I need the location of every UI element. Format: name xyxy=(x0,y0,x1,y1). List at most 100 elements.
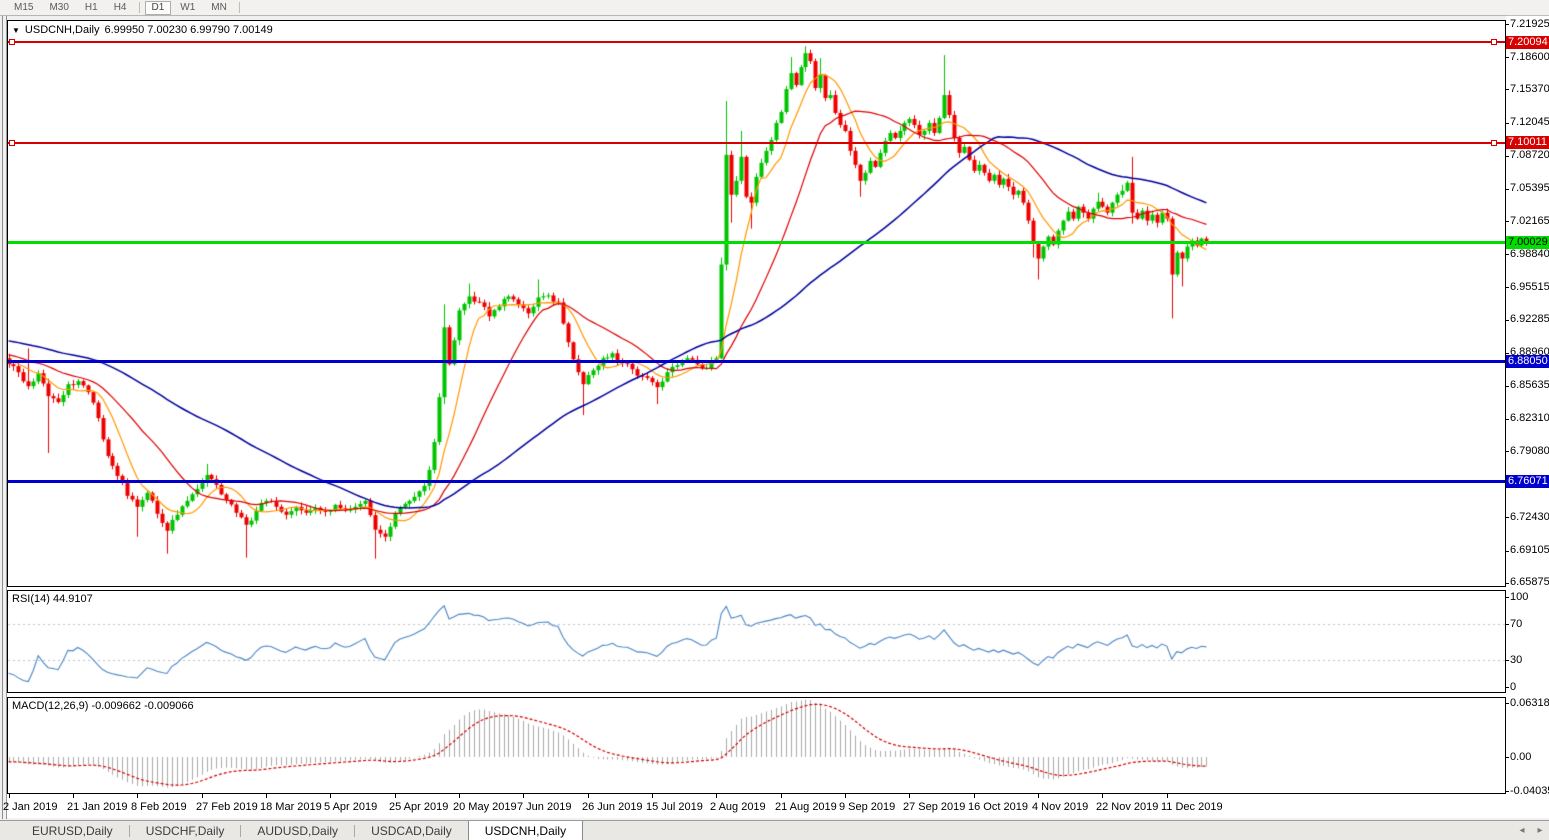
line-handle[interactable] xyxy=(1491,140,1497,146)
tab-separator xyxy=(240,824,242,837)
rsi-indicator-label: RSI(14) 44.9107 xyxy=(12,593,93,605)
tab-usdcnh-daily[interactable]: USDCNH,Daily xyxy=(467,821,584,840)
price-axis-label: 6.82310 xyxy=(1510,412,1549,424)
date-axis-tick xyxy=(1102,794,1103,798)
price-badge-resistance-line-1: 7.20094 xyxy=(1506,36,1549,49)
line-handle[interactable] xyxy=(9,140,15,146)
price-axis-tick xyxy=(1505,189,1509,190)
date-axis-label: 20 May 2019 xyxy=(453,801,517,813)
date-axis-tick xyxy=(330,794,331,798)
date-axis-tick xyxy=(523,794,524,798)
date-axis-tick xyxy=(459,794,460,798)
date-axis-label: 2 Jan 2019 xyxy=(3,801,58,813)
chart-ohlc-values: 6.99950 7.00230 6.99790 7.00149 xyxy=(104,24,273,36)
date-axis-label: 7 Jun 2019 xyxy=(517,801,572,813)
rsi-axis-label: 100 xyxy=(1510,591,1529,603)
tab-usdcad-daily[interactable]: USDCAD,Daily xyxy=(371,823,452,838)
price-axis-tick xyxy=(1505,221,1509,222)
date-axis-tick xyxy=(588,794,589,798)
line-handle[interactable] xyxy=(1491,39,1497,45)
macd-indicator-label: MACD(12,26,9) -0.009662 -0.009066 xyxy=(12,700,194,712)
date-axis-label: 15 Jul 2019 xyxy=(646,801,703,813)
date-axis-tick xyxy=(73,794,74,798)
chart-tab-bar: EURUSD,Daily USDCHF,Daily AUDUSD,Daily U… xyxy=(0,820,1549,840)
price-axis-tick xyxy=(1505,583,1509,584)
date-axis-label: 26 Jun 2019 xyxy=(582,801,643,813)
date-axis-label: 27 Feb 2019 xyxy=(196,801,258,813)
resistance-line-1[interactable] xyxy=(8,41,1505,43)
date-axis-tick xyxy=(266,794,267,798)
rsi-axis-label: 0 xyxy=(1510,681,1517,693)
date-axis-tick xyxy=(716,794,717,798)
macd-axis-label: 0.063184 xyxy=(1510,697,1549,709)
date-axis-tick xyxy=(781,794,782,798)
price-axis-tick xyxy=(1505,386,1509,387)
date-axis-label: 21 Jan 2019 xyxy=(67,801,128,813)
tab-audusd-daily[interactable]: AUDUSD,Daily xyxy=(257,823,339,838)
chart-title: ▼ USDCNH,Daily 6.99950 7.00230 6.99790 7… xyxy=(12,24,273,36)
date-axis-tick xyxy=(909,794,910,798)
price-axis-label: 7.12045 xyxy=(1510,116,1549,128)
price-axis-label: 6.72430 xyxy=(1510,511,1549,523)
date-axis-label: 9 Sep 2019 xyxy=(839,801,896,813)
tab-separator xyxy=(128,824,130,837)
price-axis-tick xyxy=(1505,24,1509,25)
price-axis-tick xyxy=(1505,287,1509,288)
price-axis-label: 7.08720 xyxy=(1510,149,1549,161)
price-axis-tick xyxy=(1505,320,1509,321)
support-line-green[interactable] xyxy=(8,241,1505,244)
price-axis-label: 6.92285 xyxy=(1510,313,1549,325)
price-axis-tick xyxy=(1505,123,1509,124)
date-axis-tick xyxy=(1038,794,1039,798)
price-badge-support-line-green: 7.00029 xyxy=(1506,236,1549,249)
date-axis-label: 18 Mar 2019 xyxy=(260,801,322,813)
price-axis-tick xyxy=(1505,551,1509,552)
price-axis-label: 7.18600 xyxy=(1510,51,1549,63)
resistance-line-2[interactable] xyxy=(8,142,1505,144)
date-axis-tick xyxy=(9,794,10,798)
price-axis-tick xyxy=(1505,156,1509,157)
price-badge-resistance-line-2: 7.10011 xyxy=(1506,136,1549,149)
price-axis-tick xyxy=(1505,89,1509,90)
macd-axis-label: -0.040355 xyxy=(1510,785,1549,797)
rsi-axis-tick xyxy=(1505,597,1509,598)
macd-axis-tick xyxy=(1505,791,1509,792)
tab-usdchf-daily[interactable]: USDCHF,Daily xyxy=(145,823,225,838)
date-axis-label: 4 Nov 2019 xyxy=(1032,801,1089,813)
date-axis-label: 16 Oct 2019 xyxy=(968,801,1028,813)
rsi-axis-label: 70 xyxy=(1510,618,1523,630)
price-axis-label: 6.69105 xyxy=(1510,544,1549,556)
price-axis-tick xyxy=(1505,451,1509,452)
date-axis-tick xyxy=(845,794,846,798)
support-line-blue-2[interactable] xyxy=(8,480,1505,483)
rsi-axis-tick xyxy=(1505,687,1509,688)
date-axis-label: 5 Apr 2019 xyxy=(324,801,378,813)
price-axis-tick xyxy=(1505,419,1509,420)
price-axis-label: 7.21925 xyxy=(1510,18,1549,30)
price-axis-label: 7.05395 xyxy=(1510,182,1549,194)
date-axis-label: 8 Feb 2019 xyxy=(131,801,187,813)
price-badge-support-line-blue-2: 6.76071 xyxy=(1506,475,1549,488)
date-axis-tick xyxy=(652,794,653,798)
price-axis-tick xyxy=(1505,254,1509,255)
date-axis-tick xyxy=(395,794,396,798)
tab-separator xyxy=(354,824,356,837)
support-line-blue-1[interactable] xyxy=(8,360,1505,363)
date-axis-label: 22 Nov 2019 xyxy=(1096,801,1159,813)
chart-dropdown-icon[interactable]: ▼ xyxy=(12,25,20,35)
macd-axis-label: 0.00 xyxy=(1510,751,1532,763)
price-axis-tick xyxy=(1505,57,1509,58)
tabs-scroll-right-button[interactable]: ▸ xyxy=(1537,825,1543,836)
date-axis-tick xyxy=(202,794,203,798)
tab-eurusd-daily[interactable]: EURUSD,Daily xyxy=(32,823,113,838)
date-axis-label: 2 Aug 2019 xyxy=(710,801,766,813)
price-axis-label: 6.65875 xyxy=(1510,576,1549,588)
tabs-scroll-left-button[interactable]: ◂ xyxy=(1519,825,1525,836)
price-axis-tick xyxy=(1505,517,1509,518)
date-axis-label: 21 Aug 2019 xyxy=(775,801,837,813)
line-handle[interactable] xyxy=(9,39,15,45)
price-axis-label: 7.15370 xyxy=(1510,83,1549,95)
macd-axis-tick xyxy=(1505,703,1509,704)
rsi-axis-tick xyxy=(1505,660,1509,661)
